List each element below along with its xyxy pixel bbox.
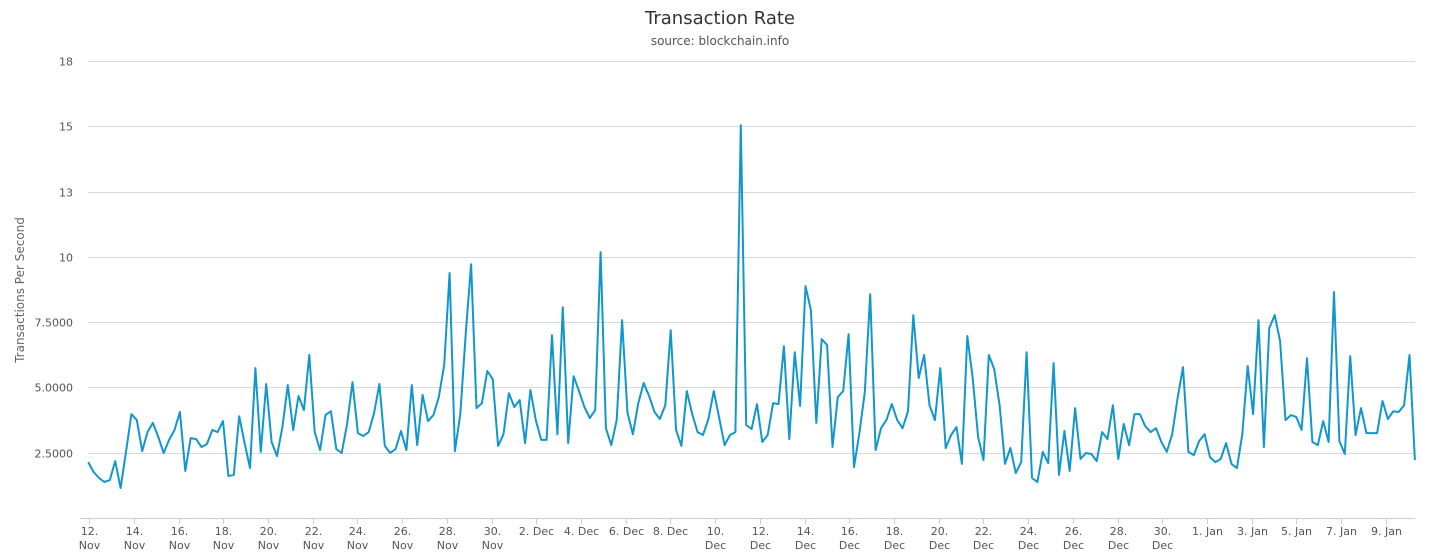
x-tick-label: 14. Nov: [124, 525, 146, 552]
x-tick-label-part: Dec: [750, 539, 771, 552]
x-tick-label-part: Nov: [392, 539, 414, 552]
chart-subtitle: source: blockchain.info: [651, 34, 789, 48]
y-tick-label: 13: [59, 187, 73, 200]
x-tick-label-part: Dec: [795, 539, 816, 552]
x-tick-label-part: Nov: [482, 539, 504, 552]
x-tick-label-part: Dec: [1063, 539, 1084, 552]
x-tick-label-part: 14.: [797, 525, 815, 538]
x-tick-label-part: 12.: [81, 525, 99, 538]
x-tick-label-part: Dec: [973, 539, 994, 552]
x-tick-label: 20. Nov: [258, 525, 280, 552]
x-tick-label-part: 16.: [171, 525, 189, 538]
x-tick-label-part: 20.: [260, 525, 278, 538]
x-tick-label: 18. Dec: [884, 525, 905, 552]
x-tick-label: 30. Nov: [482, 525, 504, 552]
x-tick-label-part: Nov: [213, 539, 235, 552]
x-tick-label: 24. Dec: [1018, 525, 1039, 552]
x-tick-label: 4. Dec: [564, 525, 599, 538]
x-tick-label-part: 30.: [1154, 525, 1172, 538]
x-tick-label: 14. Dec: [795, 525, 816, 552]
x-tick-label-part: 16.: [841, 525, 859, 538]
x-tick-label: 8. Dec: [653, 525, 688, 538]
x-tick-label-part: 7. Jan: [1326, 525, 1357, 538]
x-tick-label: 28. Nov: [437, 525, 459, 552]
y-axis-labels: 2.5000 5.0000 7.5000 10 13 15 18: [35, 56, 74, 461]
x-tick-label-part: Dec: [839, 539, 860, 552]
x-tick-label-part: Dec: [929, 539, 950, 552]
x-tick-label-part: Dec: [1108, 539, 1129, 552]
x-tick-label-part: 8. Dec: [653, 525, 688, 538]
x-tick-label-part: 24.: [349, 525, 367, 538]
x-tick-label: 9. Jan: [1371, 525, 1402, 538]
x-tick-label-part: Nov: [437, 539, 459, 552]
x-tick-label: 20. Dec: [929, 525, 950, 552]
x-tick-label-part: 18.: [215, 525, 233, 538]
x-tick-label: 22. Nov: [303, 525, 325, 552]
series-line: [87, 124, 1416, 489]
x-tick-label-part: Dec: [1152, 539, 1173, 552]
x-tick-label-part: 26.: [1065, 525, 1083, 538]
x-tick-label: 18. Nov: [213, 525, 235, 552]
x-tick-label: 6. Dec: [609, 525, 644, 538]
x-tick-label-part: 28.: [1110, 525, 1128, 538]
x-tick-label-part: Dec: [1018, 539, 1039, 552]
series-line-group: [87, 124, 1416, 489]
y-tick-label: 18: [59, 56, 73, 69]
x-tick-label: 26. Dec: [1063, 525, 1084, 552]
x-tick-label: 7. Jan: [1326, 525, 1357, 538]
x-tick-label: 26. Nov: [392, 525, 414, 552]
y-tick-label: 10: [59, 252, 73, 265]
x-tick-label-part: Dec: [884, 539, 905, 552]
x-tick-label: 16. Nov: [169, 525, 191, 552]
x-tick-label: 22. Dec: [973, 525, 994, 552]
x-tick-label: 1. Jan: [1192, 525, 1223, 538]
x-tick-label: 12. Dec: [750, 525, 771, 552]
x-tick-label: 28. Dec: [1108, 525, 1129, 552]
x-tick-label-part: 20.: [931, 525, 949, 538]
x-tick-label: 3. Jan: [1237, 525, 1268, 538]
x-tick-label-part: 24.: [1020, 525, 1038, 538]
x-tick-label-part: 18.: [886, 525, 904, 538]
x-tick-label: 24. Nov: [347, 525, 369, 552]
x-tick-label-part: 2. Dec: [519, 525, 554, 538]
x-tick-label: 30. Dec: [1152, 525, 1173, 552]
x-tick-label: 5. Jan: [1281, 525, 1312, 538]
x-tick-label-part: 6. Dec: [609, 525, 644, 538]
x-tick-label-part: 12.: [752, 525, 770, 538]
x-tick-label-part: 5. Jan: [1281, 525, 1312, 538]
x-tick-label-part: Dec: [705, 539, 726, 552]
x-tick-label-part: 10.: [707, 525, 725, 538]
y-gridlines: [88, 61, 1415, 454]
y-tick-label: 5.0000: [35, 382, 74, 395]
x-tick-label-part: Nov: [79, 539, 101, 552]
x-tick-label-part: Nov: [124, 539, 146, 552]
x-tick-label-part: Nov: [169, 539, 191, 552]
x-tick-label-part: 14.: [126, 525, 144, 538]
x-tick-label-part: 3. Jan: [1237, 525, 1268, 538]
x-tick-label-part: 22.: [975, 525, 993, 538]
x-tick-label-part: 30.: [484, 525, 502, 538]
x-tick-label-part: 4. Dec: [564, 525, 599, 538]
y-tick-label: 7.5000: [35, 317, 74, 330]
x-tick-label-part: Nov: [303, 539, 325, 552]
x-tick-label: 12. Nov: [79, 525, 101, 552]
x-tick-label: 16. Dec: [839, 525, 860, 552]
x-tick-label-part: 22.: [305, 525, 323, 538]
x-tick-label-part: 28.: [439, 525, 457, 538]
x-tick-label-part: Nov: [347, 539, 369, 552]
x-tick-label: 2. Dec: [519, 525, 554, 538]
x-tick-label: 10. Dec: [705, 525, 726, 552]
y-axis-title: Transactions Per Second: [13, 217, 27, 364]
x-tick-label-part: Nov: [258, 539, 280, 552]
y-tick-label: 2.5000: [35, 448, 74, 461]
x-tick-label-part: 26.: [394, 525, 412, 538]
chart-title: Transaction Rate: [644, 8, 795, 29]
x-tick-label-part: 9. Jan: [1371, 525, 1402, 538]
y-tick-label: 15: [59, 121, 73, 134]
x-tick-label-part: 1. Jan: [1192, 525, 1223, 538]
